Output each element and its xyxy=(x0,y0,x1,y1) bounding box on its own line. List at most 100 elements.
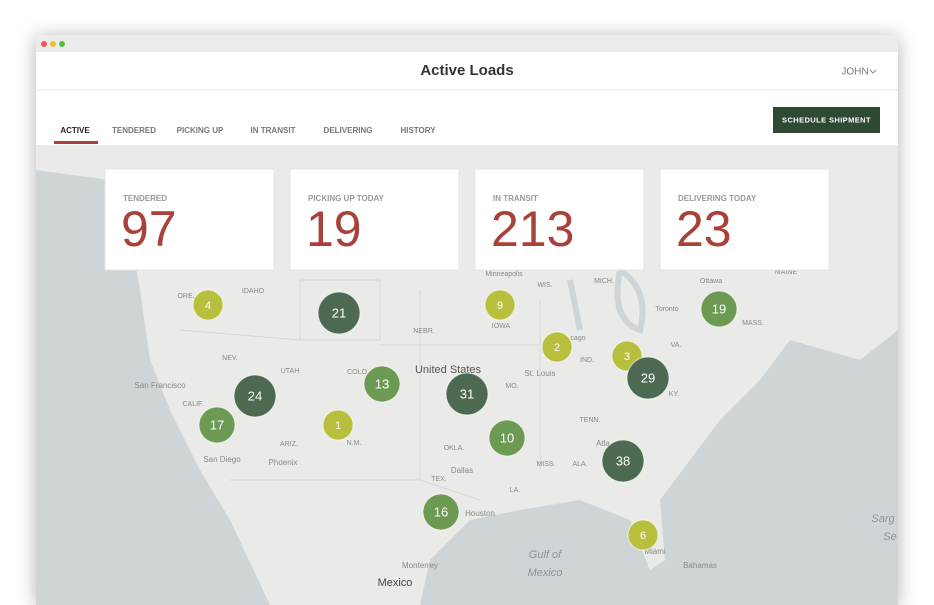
card-value: 97 xyxy=(121,201,177,257)
map-label: St. Louis xyxy=(524,369,555,378)
map-label: VA. xyxy=(671,342,682,349)
cluster[interactable] xyxy=(192,289,224,321)
map-label: MICH. xyxy=(594,278,614,285)
tab[interactable]: PICKING UP xyxy=(177,126,224,135)
map-label: San Francisco xyxy=(134,381,186,390)
map-label: WIS. xyxy=(537,282,552,289)
map-label: Monterrey xyxy=(402,561,438,570)
tab[interactable]: HISTORY xyxy=(400,126,436,135)
map-label: N.M. xyxy=(347,440,362,447)
cluster-count[interactable]: 17 xyxy=(210,417,224,432)
map-label: OKLA. xyxy=(444,445,465,452)
map-label: ORE. xyxy=(177,293,194,300)
button-label[interactable]: SCHEDULE SHIPMENT xyxy=(782,115,871,124)
map-label: IND. xyxy=(580,357,594,364)
max-dot[interactable] xyxy=(59,41,65,47)
user-menu[interactable]: JOHN xyxy=(841,67,868,78)
borders xyxy=(179,279,541,501)
map-label: Sarg xyxy=(871,513,895,525)
cluster-count[interactable]: 3 xyxy=(624,351,630,363)
map-label: Gulf of xyxy=(529,549,562,561)
map-label: LA. xyxy=(510,487,521,494)
card-value: 23 xyxy=(676,201,732,257)
close-dot[interactable] xyxy=(41,41,47,47)
card-value: 19 xyxy=(306,201,362,257)
cluster[interactable] xyxy=(198,406,236,444)
card-label: PICKING UP TODAY xyxy=(308,194,385,203)
header-title: Active Loads xyxy=(420,62,513,79)
map-label: MAINE xyxy=(775,269,798,276)
cluster[interactable] xyxy=(317,291,361,335)
cluster-count[interactable]: 24 xyxy=(248,388,262,403)
stat-card xyxy=(659,168,830,271)
min-dot[interactable] xyxy=(50,41,56,47)
map-label: TENN. xyxy=(580,417,601,424)
map-label: Miami xyxy=(644,547,666,556)
map-label: Phoenix xyxy=(269,458,298,467)
map-label: KY. xyxy=(669,391,679,398)
tab[interactable]: DELIVERING xyxy=(324,126,373,135)
cluster[interactable] xyxy=(541,331,573,363)
cluster[interactable] xyxy=(422,493,460,531)
cluster-count[interactable]: 10 xyxy=(500,430,514,445)
map-label: San Diego xyxy=(203,455,241,464)
map-label: MO. xyxy=(505,383,518,390)
cluster[interactable] xyxy=(484,289,516,321)
cluster[interactable] xyxy=(601,439,645,483)
map-label: NEBR. xyxy=(413,328,434,335)
map-label: Houston xyxy=(465,509,495,518)
map-label: Atla xyxy=(596,439,610,448)
cluster-count[interactable]: 31 xyxy=(460,386,474,401)
map-label: Bahamas xyxy=(683,561,717,570)
map-label: Minneapolis xyxy=(485,271,523,278)
map-label: Toronto xyxy=(655,306,678,313)
cluster[interactable] xyxy=(627,519,659,551)
stat-card xyxy=(289,168,460,271)
map-label: MISS. xyxy=(536,461,555,468)
cluster-count[interactable]: 1 xyxy=(335,420,341,432)
cluster-count[interactable]: 29 xyxy=(641,370,655,385)
map-label: Se xyxy=(883,531,896,543)
lakes xyxy=(567,267,646,334)
cluster[interactable] xyxy=(626,356,670,400)
cluster[interactable] xyxy=(445,372,489,416)
cluster-count[interactable]: 16 xyxy=(434,504,448,519)
tab[interactable]: IN TRANSIT xyxy=(251,126,296,135)
stat-card xyxy=(474,168,645,271)
map-label: ARIZ. xyxy=(280,441,298,448)
tab-underline xyxy=(54,141,98,144)
map-label: IDAHO xyxy=(242,288,265,295)
cluster-count[interactable]: 21 xyxy=(332,305,346,320)
cluster-count[interactable]: 6 xyxy=(640,530,646,542)
map-label: TEX. xyxy=(431,476,447,483)
cluster-count[interactable]: 9 xyxy=(497,300,503,312)
cluster-count[interactable]: 38 xyxy=(616,453,630,468)
schedule-button[interactable] xyxy=(773,107,880,133)
map-label: COLO. xyxy=(347,369,369,376)
map-label: Ottawa xyxy=(700,278,722,285)
cluster[interactable] xyxy=(233,374,277,418)
map-label: Dallas xyxy=(451,466,473,475)
tab[interactable]: ACTIVE xyxy=(60,126,90,135)
card-value: 213 xyxy=(491,201,574,257)
map-label: CALIF. xyxy=(182,401,203,408)
map-label: cago xyxy=(570,335,585,342)
map-label: MASS. xyxy=(742,320,764,327)
card-label: DELIVERING TODAY xyxy=(678,194,757,203)
cluster-count[interactable]: 19 xyxy=(712,301,726,316)
cluster-count[interactable]: 13 xyxy=(375,376,389,391)
cluster[interactable] xyxy=(363,365,401,403)
map-label: ALA. xyxy=(572,461,587,468)
cluster[interactable] xyxy=(700,290,738,328)
tab[interactable]: TENDERED xyxy=(112,126,156,135)
cluster-count[interactable]: 2 xyxy=(554,342,560,354)
chevron xyxy=(869,69,877,74)
map-label: Mexico xyxy=(378,577,413,589)
card-label: IN TRANSIT xyxy=(493,194,538,203)
cluster-count[interactable]: 4 xyxy=(205,300,211,312)
cluster[interactable] xyxy=(322,409,354,441)
map-label: Mexico xyxy=(528,567,563,579)
cluster[interactable] xyxy=(488,419,526,457)
